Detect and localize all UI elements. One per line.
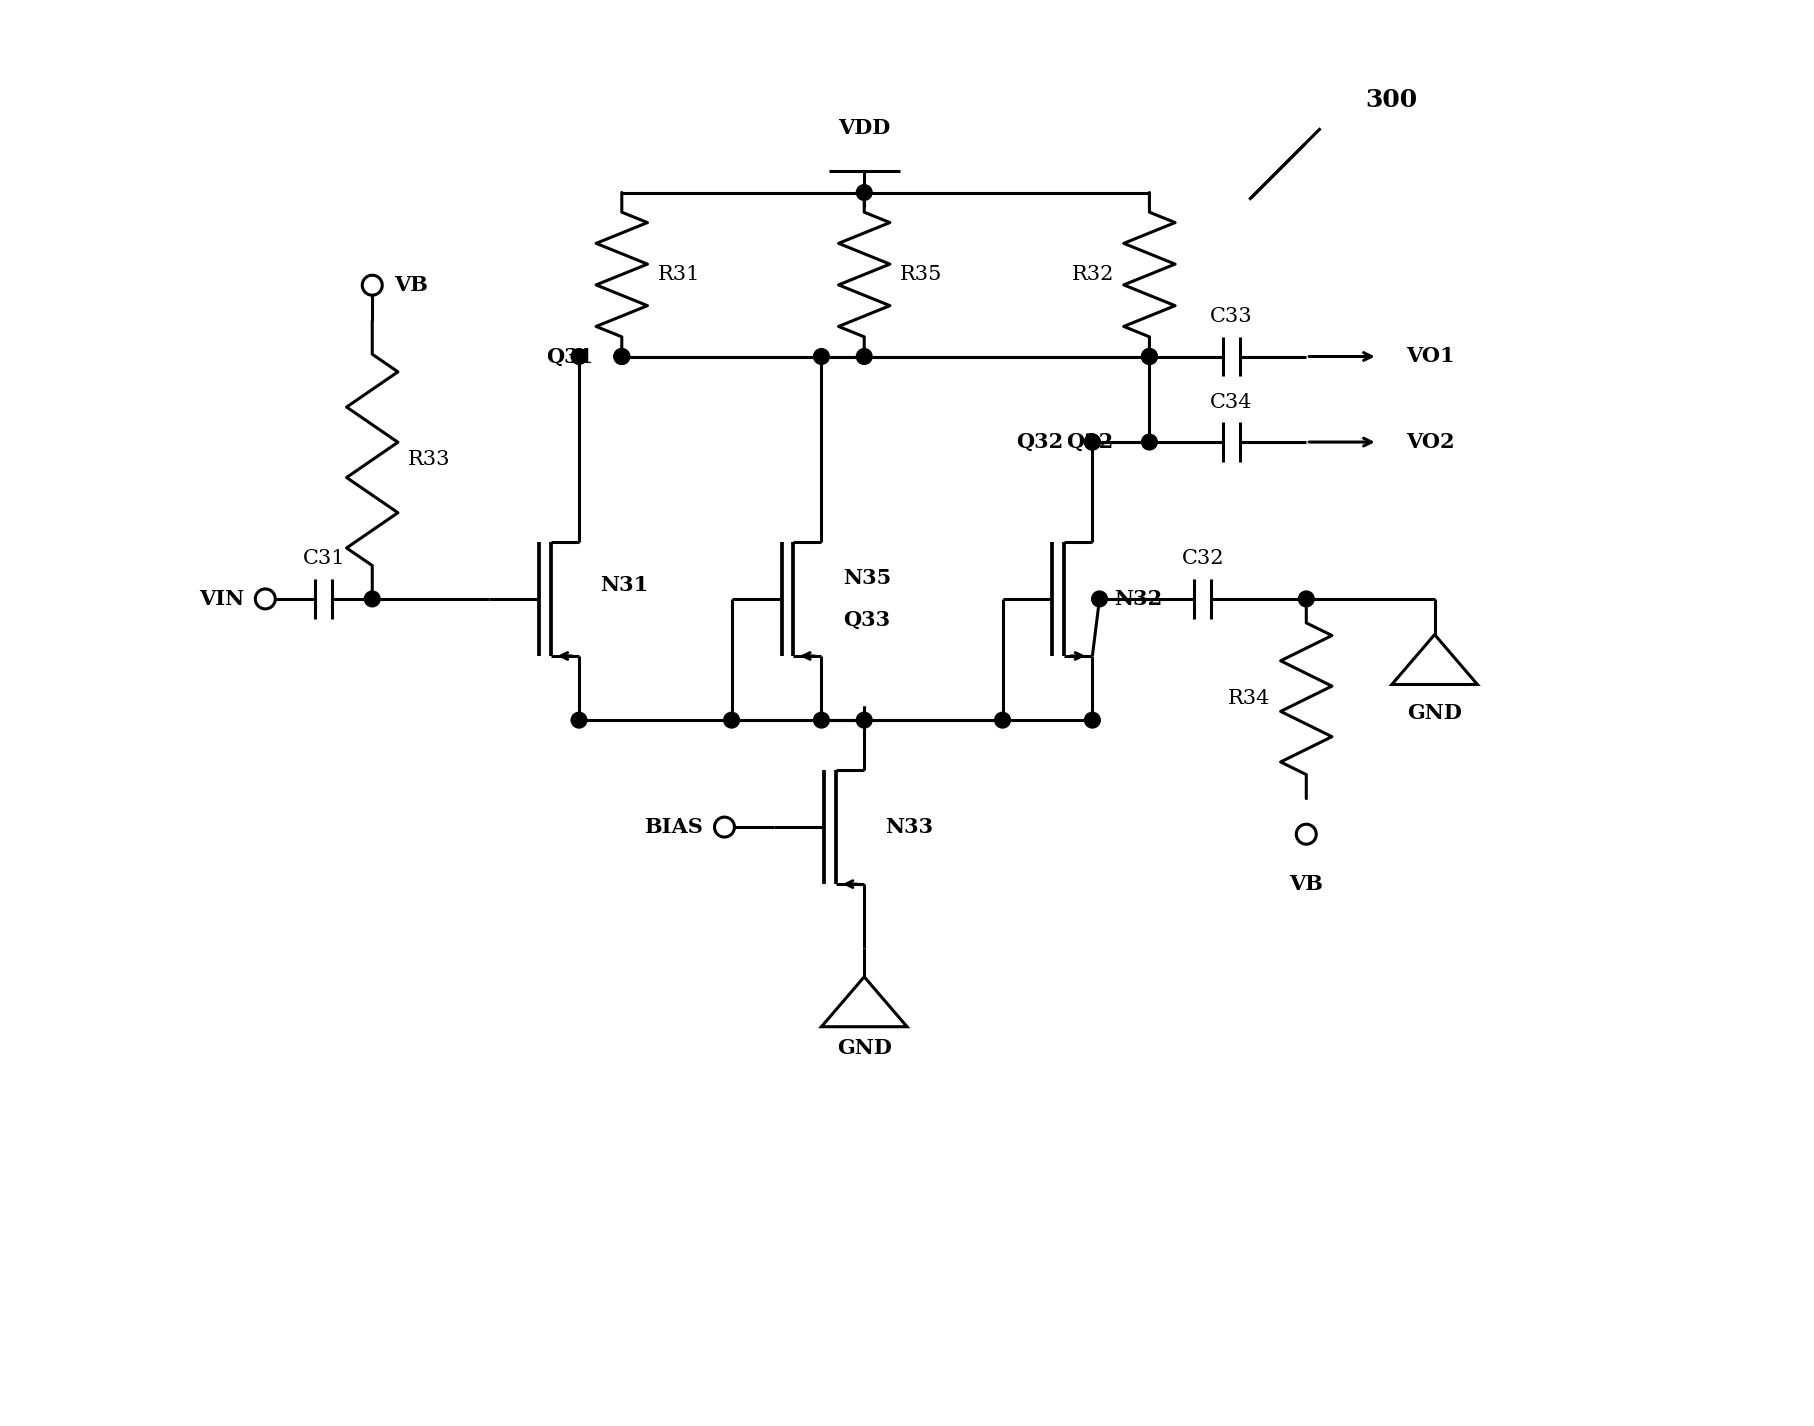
Text: C32: C32 — [1181, 549, 1224, 569]
Text: VO2: VO2 — [1406, 432, 1455, 452]
Circle shape — [724, 713, 740, 727]
Circle shape — [571, 348, 588, 365]
Text: C31: C31 — [303, 549, 345, 569]
Circle shape — [1092, 590, 1107, 607]
Text: GND: GND — [836, 1038, 892, 1058]
Text: GND: GND — [1408, 703, 1462, 723]
Circle shape — [1141, 348, 1157, 365]
Circle shape — [814, 348, 829, 365]
Text: 300: 300 — [1366, 88, 1419, 111]
Circle shape — [1085, 713, 1101, 727]
Circle shape — [856, 348, 873, 365]
Circle shape — [814, 713, 829, 727]
Text: R32: R32 — [1072, 265, 1114, 284]
Text: N32: N32 — [1114, 589, 1163, 609]
Text: R33: R33 — [408, 451, 450, 469]
Circle shape — [571, 713, 588, 727]
Circle shape — [365, 590, 381, 607]
Circle shape — [856, 713, 873, 727]
Text: Q33: Q33 — [844, 610, 891, 630]
Text: VB: VB — [1290, 874, 1322, 894]
Text: Q31: Q31 — [546, 347, 593, 366]
Text: Q32: Q32 — [1016, 432, 1063, 452]
Circle shape — [613, 348, 629, 365]
Circle shape — [1299, 590, 1313, 607]
Text: C33: C33 — [1210, 307, 1253, 327]
Text: N35: N35 — [844, 568, 891, 588]
Circle shape — [1141, 435, 1157, 451]
Circle shape — [1085, 435, 1101, 451]
Text: BIAS: BIAS — [644, 817, 704, 837]
Circle shape — [1085, 435, 1101, 451]
Text: VO1: VO1 — [1406, 347, 1455, 366]
Text: R34: R34 — [1228, 689, 1270, 709]
Circle shape — [613, 348, 629, 365]
Circle shape — [994, 713, 1010, 727]
Text: VDD: VDD — [838, 118, 891, 138]
Text: Q32: Q32 — [1067, 432, 1114, 452]
Circle shape — [1141, 348, 1157, 365]
Circle shape — [856, 184, 873, 201]
Text: R35: R35 — [900, 265, 941, 284]
Text: R31: R31 — [657, 265, 700, 284]
Text: N31: N31 — [600, 575, 649, 595]
Text: VB: VB — [394, 275, 428, 295]
Text: N33: N33 — [885, 817, 934, 837]
Text: C34: C34 — [1210, 392, 1253, 412]
Text: VIN: VIN — [200, 589, 243, 609]
